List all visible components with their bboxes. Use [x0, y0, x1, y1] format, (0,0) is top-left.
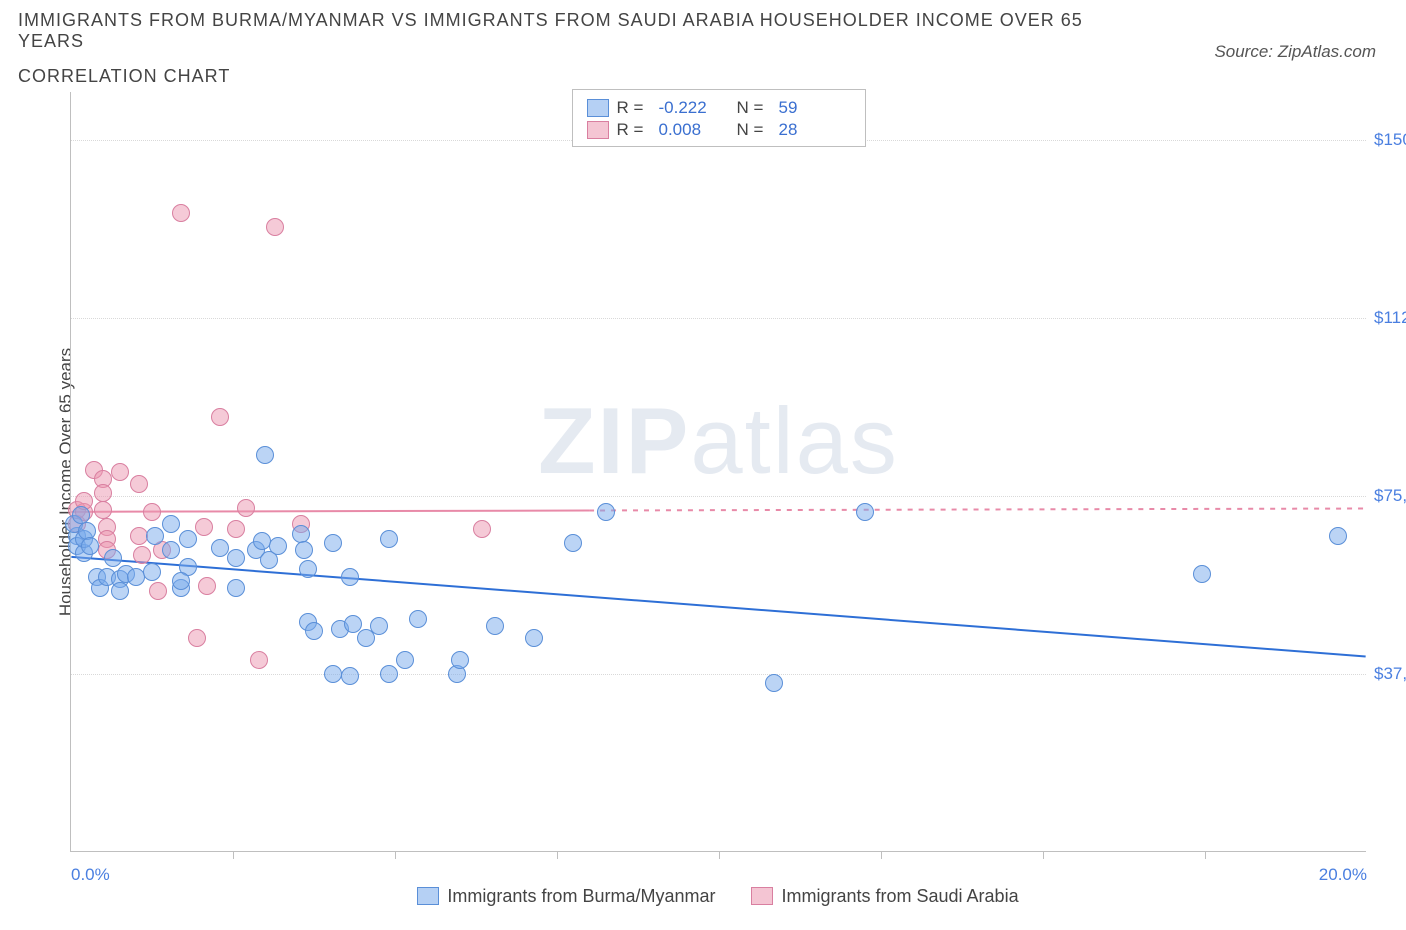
- data-point-burma: [256, 446, 274, 464]
- data-point-burma: [380, 665, 398, 683]
- legend-n-value: 59: [779, 98, 849, 118]
- scatter-chart: Householder Income Over 65 years ZIPatla…: [48, 92, 1388, 872]
- gridline: [71, 318, 1366, 319]
- data-point-burma: [72, 506, 90, 524]
- data-point-burma: [341, 667, 359, 685]
- y-tick-label: $150,000: [1374, 130, 1406, 150]
- legend-n-label: N =: [737, 98, 771, 118]
- data-point-burma: [299, 560, 317, 578]
- chart-title-line-2: CORRELATION CHART: [18, 66, 1118, 87]
- data-point-saudi: [94, 484, 112, 502]
- data-point-burma: [305, 622, 323, 640]
- data-point-burma: [1329, 527, 1347, 545]
- legend-swatch: [587, 121, 609, 139]
- data-point-burma: [227, 549, 245, 567]
- legend-row: R = 0.008 N = 28: [587, 120, 849, 140]
- data-point-saudi: [237, 499, 255, 517]
- data-point-burma: [143, 563, 161, 581]
- legend-swatch: [751, 887, 773, 905]
- x-tick-label: 0.0%: [71, 865, 110, 885]
- plot-area: ZIPatlas R =-0.222N =59R =0.008N =28 $37…: [70, 92, 1366, 852]
- data-point-burma: [856, 503, 874, 521]
- data-point-burma: [765, 674, 783, 692]
- legend-r-label: R =: [617, 98, 651, 118]
- data-point-saudi: [227, 520, 245, 538]
- data-point-saudi: [250, 651, 268, 669]
- x-tick: [719, 851, 720, 859]
- legend-row: R = -0.222 N = 59: [587, 98, 849, 118]
- data-point-saudi: [266, 218, 284, 236]
- data-point-burma: [111, 582, 129, 600]
- data-point-saudi: [211, 408, 229, 426]
- x-tick: [557, 851, 558, 859]
- data-point-burma: [597, 503, 615, 521]
- legend-n-value: 28: [779, 120, 849, 140]
- trend-lines: [71, 92, 1366, 851]
- series-legend-label: Immigrants from Burma/Myanmar: [447, 886, 715, 907]
- data-point-burma: [396, 651, 414, 669]
- data-point-saudi: [111, 463, 129, 481]
- legend-n-label: N =: [737, 120, 771, 140]
- data-point-burma: [104, 549, 122, 567]
- gridline: [71, 496, 1366, 497]
- data-point-burma: [81, 537, 99, 555]
- data-point-burma: [324, 534, 342, 552]
- data-point-burma: [486, 617, 504, 635]
- data-point-burma: [380, 530, 398, 548]
- data-point-burma: [1193, 565, 1211, 583]
- legend-swatch: [417, 887, 439, 905]
- data-point-burma: [253, 532, 271, 550]
- data-point-saudi: [143, 503, 161, 521]
- data-point-burma: [341, 568, 359, 586]
- data-point-saudi: [172, 204, 190, 222]
- data-point-burma: [525, 629, 543, 647]
- data-point-burma: [269, 537, 287, 555]
- x-tick: [395, 851, 396, 859]
- data-point-saudi: [195, 518, 213, 536]
- data-point-saudi: [130, 475, 148, 493]
- data-point-burma: [227, 579, 245, 597]
- series-legend-label: Immigrants from Saudi Arabia: [781, 886, 1018, 907]
- data-point-saudi: [149, 582, 167, 600]
- data-point-burma: [451, 651, 469, 669]
- y-tick-label: $37,500: [1374, 664, 1406, 684]
- data-point-burma: [370, 617, 388, 635]
- data-point-saudi: [198, 577, 216, 595]
- x-tick: [233, 851, 234, 859]
- legend-r-value: -0.222: [659, 98, 729, 118]
- correlation-legend: R = -0.222 N = 59 R = 0.008 N = 28: [572, 89, 866, 147]
- data-point-burma: [146, 527, 164, 545]
- series-legend-item: Immigrants from Burma/Myanmar: [417, 886, 715, 907]
- data-point-saudi: [188, 629, 206, 647]
- data-point-burma: [211, 539, 229, 557]
- data-point-burma: [172, 572, 190, 590]
- chart-title-block: IMMIGRANTS FROM BURMA/MYANMAR VS IMMIGRA…: [18, 10, 1118, 101]
- x-tick: [881, 851, 882, 859]
- legend-r-value: 0.008: [659, 120, 729, 140]
- x-tick-label: 20.0%: [1319, 865, 1367, 885]
- y-tick-label: $75,000: [1374, 486, 1406, 506]
- legend-swatch: [587, 99, 609, 117]
- data-point-burma: [162, 541, 180, 559]
- source-attribution: Source: ZipAtlas.com: [1214, 42, 1376, 62]
- series-legend: Immigrants from Burma/Myanmar Immigrants …: [48, 886, 1388, 911]
- data-point-burma: [564, 534, 582, 552]
- x-tick: [1043, 851, 1044, 859]
- data-point-saudi: [94, 501, 112, 519]
- data-point-saudi: [133, 546, 151, 564]
- data-point-burma: [162, 515, 180, 533]
- data-point-burma: [409, 610, 427, 628]
- data-point-burma: [179, 530, 197, 548]
- series-legend-item: Immigrants from Saudi Arabia: [751, 886, 1018, 907]
- gridline: [71, 674, 1366, 675]
- legend-r-label: R =: [617, 120, 651, 140]
- x-tick: [1205, 851, 1206, 859]
- data-point-burma: [295, 541, 313, 559]
- data-point-saudi: [473, 520, 491, 538]
- data-point-burma: [292, 525, 310, 543]
- y-tick-label: $112,500: [1374, 308, 1406, 328]
- chart-title-line-1: IMMIGRANTS FROM BURMA/MYANMAR VS IMMIGRA…: [18, 10, 1118, 52]
